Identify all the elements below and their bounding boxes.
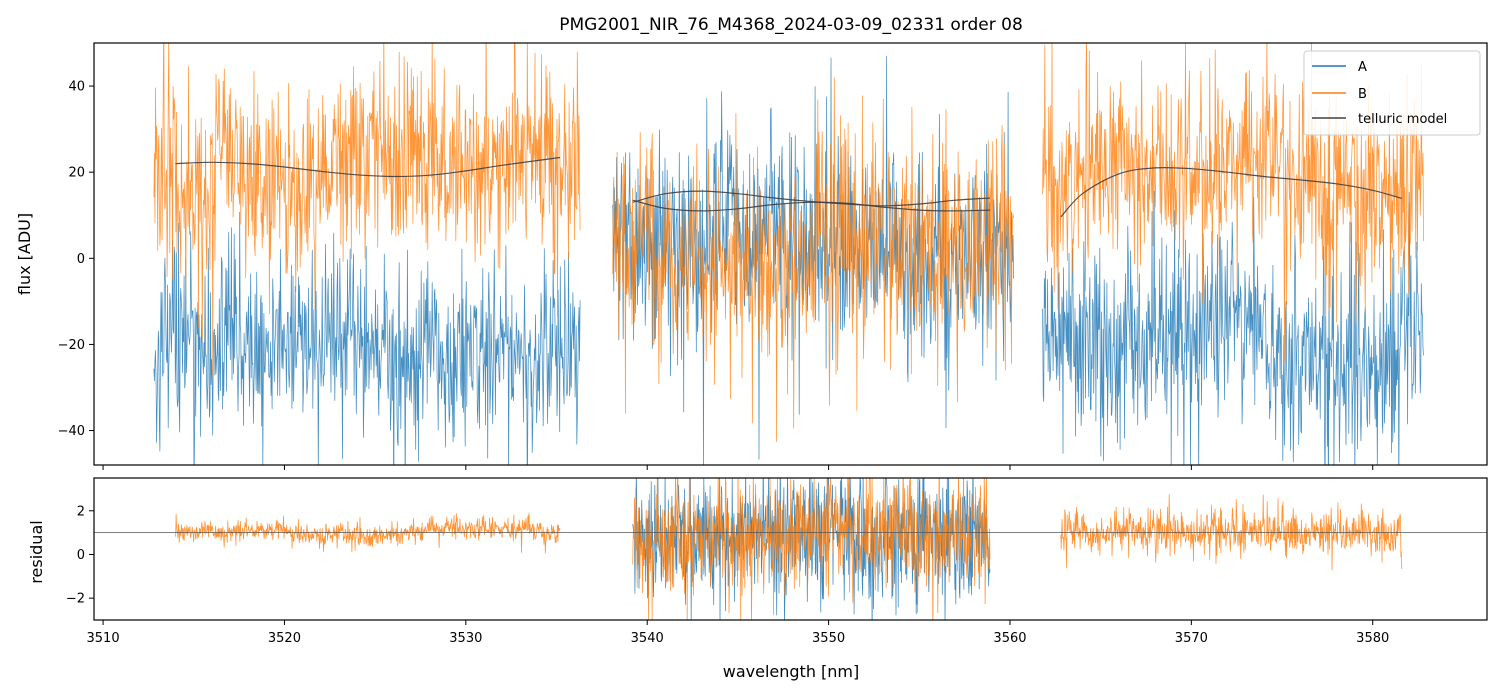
flux-panel: −40 −20 0 20 40 flux [ADU] A B telluric mode… (15, 42, 1488, 470)
residual-panel: −2 0 2 3510 3520 3530 3540 3550 3560 3570 3580 re… (27, 477, 1488, 646)
chart-title: PMG2001_NIR_76_M4368_2024-03-09_02331 or… (559, 15, 1023, 35)
x-tick-label: 3560 (993, 631, 1026, 646)
residual-y-tick-label: −2 (66, 592, 85, 607)
x-tick-label: 3510 (87, 631, 120, 646)
telluric-model-curve-3 (632, 199, 991, 212)
x-tick-label: 3570 (1175, 631, 1208, 646)
x-axis-label: wavelength [nm] (723, 662, 860, 681)
x-tick-label: 3540 (631, 631, 664, 646)
flux-y-tick-label: −20 (58, 338, 85, 353)
flux-y-tick-label: 0 (77, 252, 85, 267)
flux-axes-frame (93, 42, 1488, 466)
residual-axes-frame (93, 477, 1488, 621)
legend-label-b: B (1358, 87, 1367, 102)
residual-y-ticks: −2 0 2 (66, 504, 94, 607)
flux-y-tick-label: 20 (68, 166, 85, 181)
flux-y-label: flux [ADU] (15, 213, 34, 295)
legend-box (1303, 50, 1481, 136)
flux-y-tick-label: 40 (68, 80, 85, 95)
spectrum-b-segment-1 (153, 43, 581, 376)
residual-y-tick-label: 0 (77, 548, 85, 563)
x-tick-label: 3580 (1356, 631, 1389, 646)
residual-b-segment-1 (175, 512, 561, 554)
spectrum-a-segment-3 (1042, 190, 1424, 465)
flux-plot-area (153, 43, 1424, 465)
x-tick-label: 3520 (268, 631, 301, 646)
legend-label-a: A (1358, 60, 1367, 75)
spectrum-b-segment-3 (1042, 43, 1424, 361)
spectrum-a-segment-1 (153, 211, 581, 465)
legend: A B telluric model (1303, 50, 1481, 136)
flux-x-ticks (102, 465, 1374, 470)
flux-y-tick-label: −40 (58, 424, 85, 439)
residual-x-ticks: 3510 3520 3530 3540 3550 3560 3570 3580 (87, 620, 1389, 646)
residual-y-tick-label: 2 (77, 504, 85, 519)
residual-plot-area (94, 478, 1487, 620)
legend-label-telluric: telluric model (1358, 112, 1447, 127)
residual-b-segment-3 (1060, 494, 1403, 571)
spectrum-b-segment-2 (612, 77, 1014, 442)
x-tick-label: 3530 (449, 631, 482, 646)
residual-b-segment-2 (632, 478, 991, 620)
telluric-model-curve-1 (175, 156, 561, 178)
flux-y-ticks: −40 −20 0 20 40 (58, 80, 94, 439)
telluric-model-curve-4 (1060, 166, 1402, 218)
telluric-model-curve-2 (632, 190, 991, 207)
x-tick-label: 3550 (812, 631, 845, 646)
residual-y-label: residual (27, 520, 46, 583)
